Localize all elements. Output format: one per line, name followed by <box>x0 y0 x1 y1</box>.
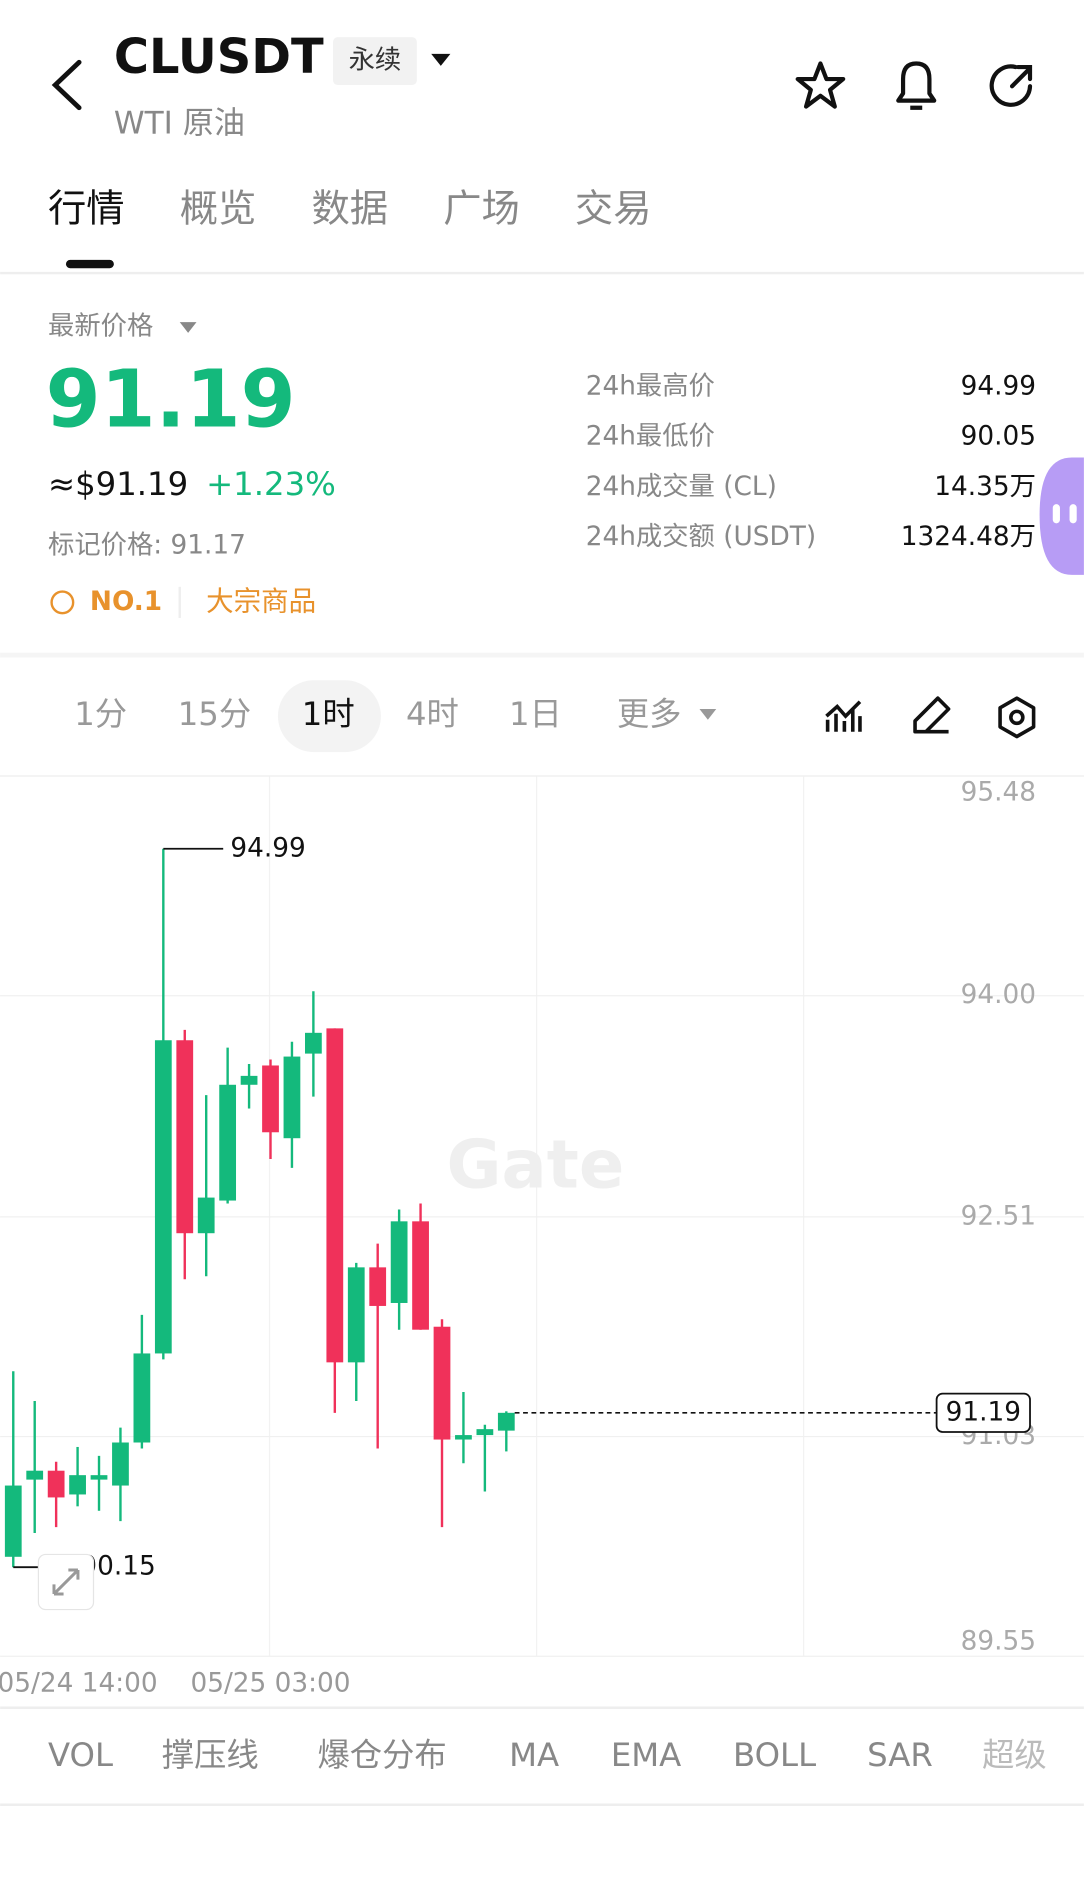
badge-bg <box>333 37 417 86</box>
x-tick-label: 05/24 14:00 <box>0 1668 158 1698</box>
last-price: 91.19 <box>46 353 296 445</box>
candle-body <box>390 1221 408 1303</box>
high-label: 94.99 <box>230 833 305 863</box>
indicator[interactable]: SAR <box>867 1736 933 1774</box>
y-tick-label: 95.48 <box>961 777 1036 807</box>
change: +1.23% <box>206 465 336 503</box>
candle-body <box>47 1470 65 1498</box>
candle-body <box>240 1075 258 1085</box>
stat-label: 24h最高价 <box>586 371 715 401</box>
candle-body <box>69 1475 86 1495</box>
candle-body <box>4 1485 22 1557</box>
stat-value: 14.35万 <box>934 472 1036 502</box>
candle-body <box>90 1475 108 1480</box>
candle-body <box>154 1040 172 1354</box>
interval[interactable]: 4时 <box>406 695 459 733</box>
candle-body <box>433 1326 451 1440</box>
interval[interactable]: 15分 <box>178 695 251 733</box>
indicator[interactable]: 撑压线 <box>162 1736 259 1774</box>
interval[interactable]: 1时 <box>302 695 355 733</box>
rank-icon <box>50 590 75 615</box>
rank: NO.1 <box>90 587 162 617</box>
tab-indicator <box>65 259 114 269</box>
badge: 永续 <box>349 46 402 76</box>
x-tick-label: 05/25 03:00 <box>190 1668 350 1698</box>
candle-body <box>369 1267 387 1306</box>
stat-label: 24h最低价 <box>586 422 715 452</box>
tab[interactable]: 数据 <box>311 186 388 231</box>
indicator[interactable]: VOL <box>48 1736 113 1774</box>
candle-body <box>262 1065 279 1133</box>
last-price-label: 91.19 <box>946 1397 1021 1427</box>
stat-value: 90.05 <box>961 422 1036 452</box>
indicator[interactable]: 超级 <box>982 1736 1047 1774</box>
share-icon[interactable] <box>989 64 1033 107</box>
stat-value: 1324.48万 <box>901 522 1036 552</box>
candle-body <box>304 1032 322 1054</box>
candle-body <box>455 1435 472 1440</box>
assistant-bubble[interactable] <box>1039 457 1084 575</box>
candle-body <box>497 1412 515 1431</box>
settings-icon-dot <box>1009 709 1025 726</box>
indicator[interactable]: EMA <box>611 1736 681 1774</box>
candle-body <box>347 1267 365 1363</box>
y-tick-label: 92.51 <box>961 1201 1036 1231</box>
symbol: CLUSDT <box>114 30 324 85</box>
price-dropdown[interactable] <box>179 322 197 333</box>
back-button[interactable] <box>51 59 82 111</box>
stat-label: 24h成交量 (CL) <box>586 472 777 502</box>
usd-price: ≈$91.19 <box>48 465 188 503</box>
more-dropdown[interactable] <box>699 708 717 720</box>
candle-body <box>133 1353 151 1443</box>
indicator[interactable]: MA <box>509 1736 559 1774</box>
stat-value: 94.99 <box>961 371 1036 401</box>
category-tag[interactable]: 大宗商品 <box>206 585 316 617</box>
candle-body <box>476 1429 494 1436</box>
indicator[interactable]: BOLL <box>733 1736 816 1774</box>
star-icon[interactable] <box>795 61 846 109</box>
indicator[interactable]: 爆仓分布 <box>317 1736 446 1774</box>
divider <box>0 652 1084 658</box>
watermark: Gate <box>447 1125 625 1203</box>
interval[interactable]: 更多 <box>617 695 682 733</box>
indicator-icon[interactable] <box>825 700 862 732</box>
tab[interactable]: 交易 <box>575 186 652 231</box>
candle-body <box>326 1028 344 1363</box>
tab[interactable]: 行情 <box>48 186 125 231</box>
tab[interactable]: 概览 <box>180 186 257 231</box>
price-label: 最新价格 <box>48 311 153 341</box>
candle-body <box>283 1056 301 1139</box>
interval[interactable]: 1日 <box>509 695 562 733</box>
bell-icon[interactable] <box>896 61 937 110</box>
interval-selected <box>277 680 381 753</box>
stat-label: 24h成交额 (USDT) <box>586 522 816 552</box>
candle-body <box>112 1442 129 1486</box>
subtitle: WTI 原油 <box>114 106 245 142</box>
mark-price: 标记价格: 91.17 <box>48 531 246 561</box>
candle-body <box>197 1197 215 1234</box>
bubble-eye <box>1069 504 1077 524</box>
bubble-eye <box>1052 504 1060 524</box>
y-tick-label: 89.55 <box>961 1626 1036 1656</box>
tab[interactable]: 广场 <box>443 186 520 231</box>
candle-body <box>412 1221 429 1330</box>
y-tick-label: 94.00 <box>961 980 1036 1010</box>
last-price-box <box>935 1392 1031 1433</box>
expand-icon <box>52 1568 80 1596</box>
candle-body <box>176 1040 194 1234</box>
draw-icon[interactable] <box>913 696 951 734</box>
settings-icon[interactable] <box>998 696 1036 739</box>
symbol-dropdown[interactable] <box>431 53 451 66</box>
candle-body <box>26 1470 44 1480</box>
candle-body <box>219 1084 237 1201</box>
interval[interactable]: 1分 <box>74 695 127 733</box>
